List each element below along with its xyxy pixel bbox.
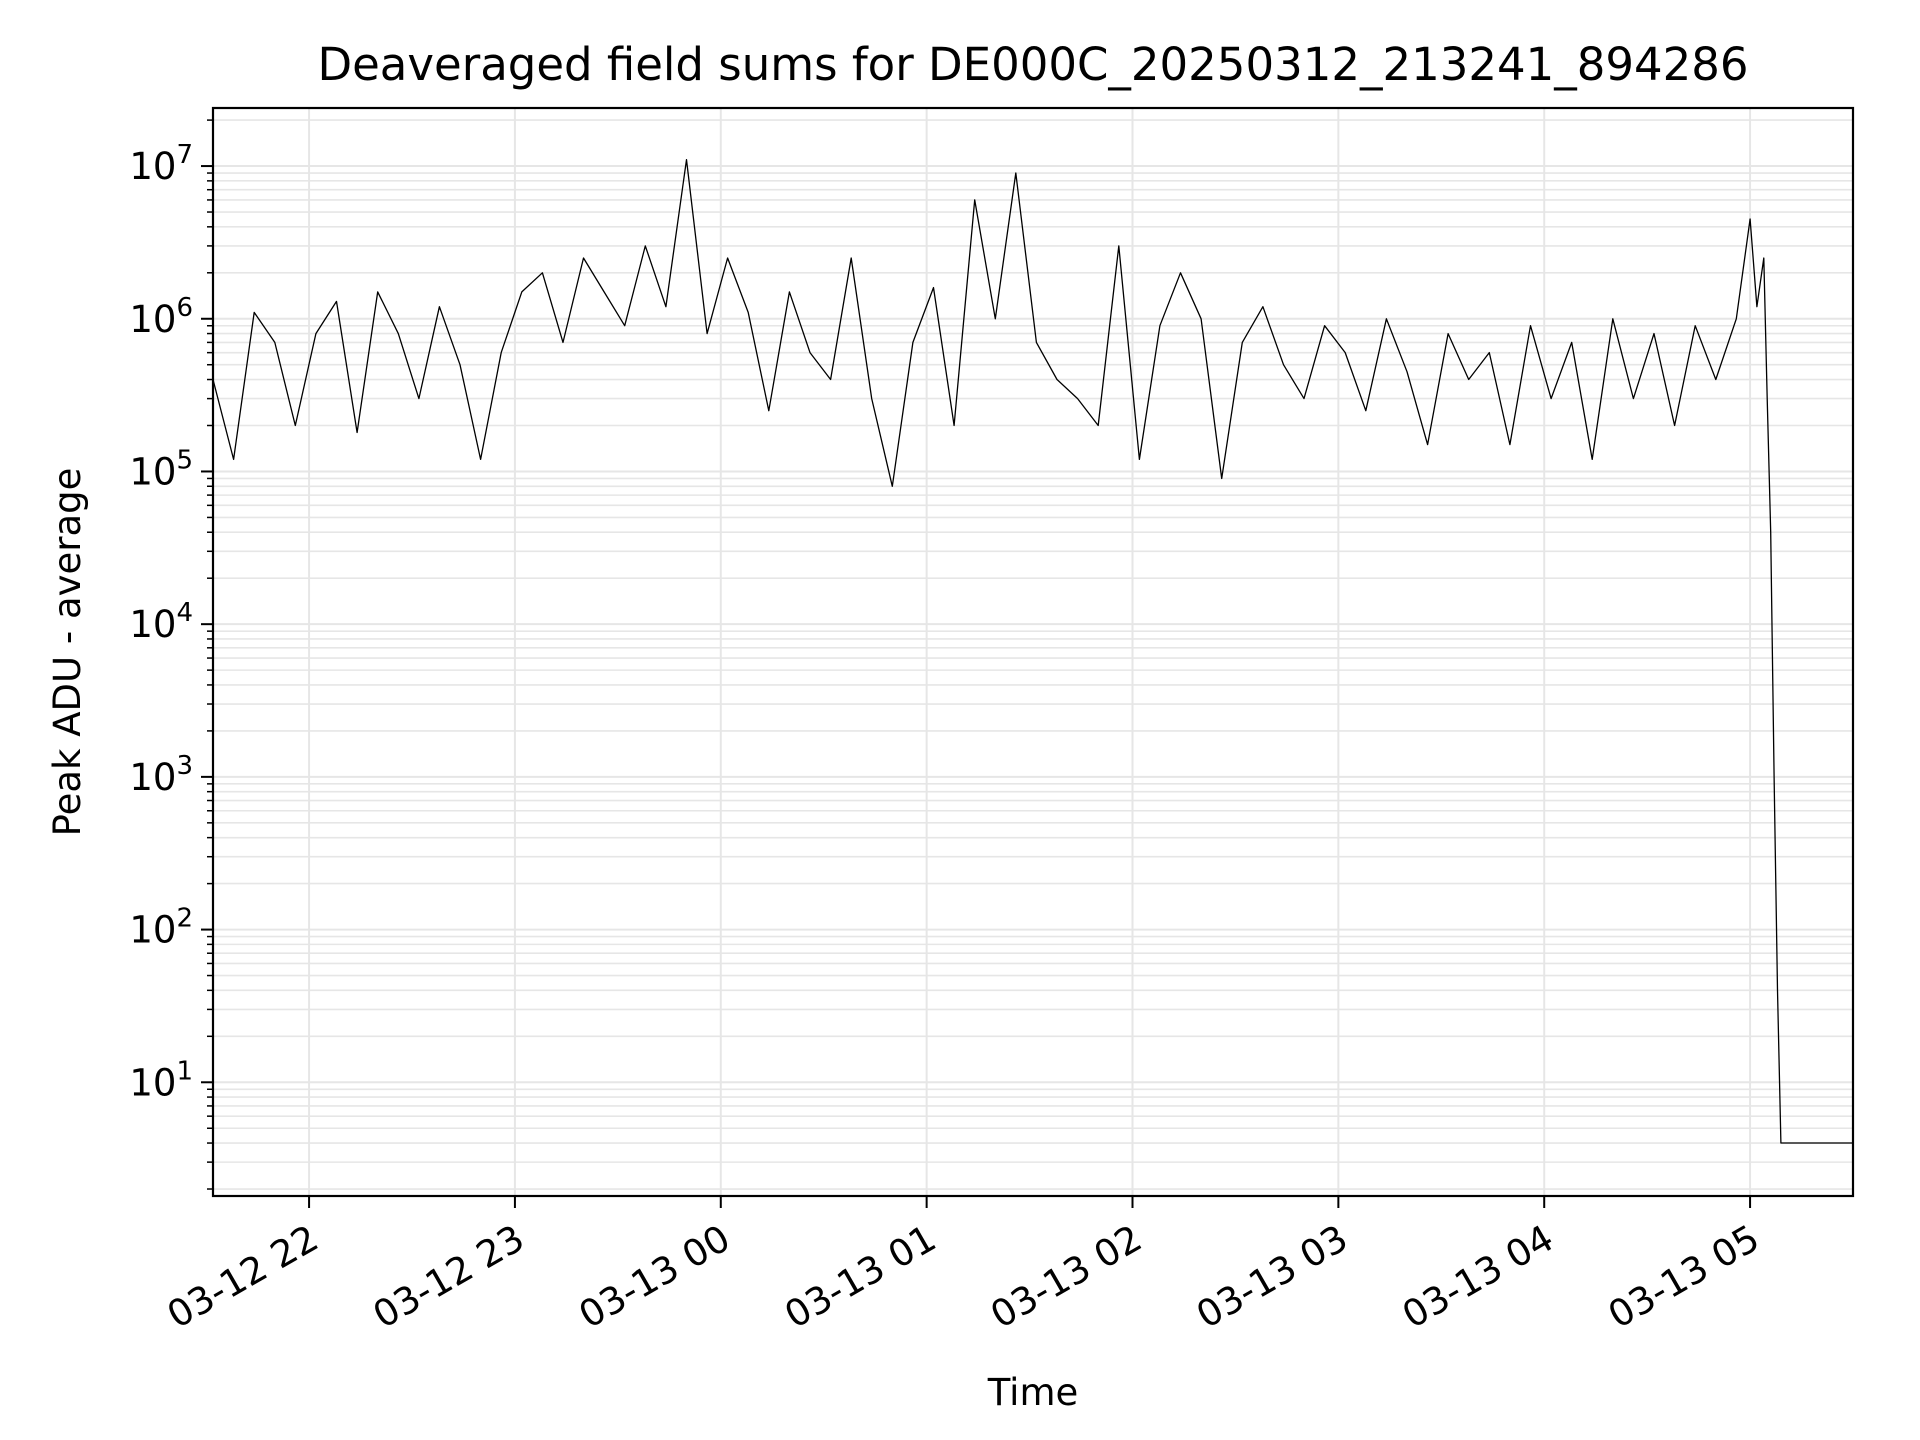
y-tick-exponent: 1 xyxy=(176,1056,193,1086)
x-tick-label: 03-13 04 xyxy=(1395,1217,1561,1337)
y-tick-exponent: 3 xyxy=(176,751,193,781)
y-tick-label: 107 xyxy=(129,140,193,188)
y-tick-base: 10 xyxy=(129,1061,176,1104)
x-tick-label: 03-13 01 xyxy=(778,1217,944,1337)
x-tick-label: 03-12 22 xyxy=(160,1217,326,1337)
y-tick-base: 10 xyxy=(129,145,176,188)
y-tick-exponent: 7 xyxy=(176,140,193,170)
y-tick-label: 106 xyxy=(129,293,193,341)
y-tick-exponent: 5 xyxy=(176,445,193,475)
y-axis-label: Peak ADU - average xyxy=(46,468,89,837)
grid-lines xyxy=(213,108,1853,1196)
y-tick-base: 10 xyxy=(129,756,176,799)
x-tick-label: 03-12 23 xyxy=(366,1217,532,1337)
x-tick-label: 03-13 00 xyxy=(572,1217,738,1337)
x-tick-label: 03-13 05 xyxy=(1601,1217,1767,1337)
y-tick-exponent: 4 xyxy=(176,598,193,628)
y-tick-base: 10 xyxy=(129,298,176,341)
x-tick-label: 03-13 03 xyxy=(1189,1217,1355,1337)
plot-frame xyxy=(211,106,1855,1198)
y-tick-base: 10 xyxy=(129,603,176,646)
y-tick-label: 102 xyxy=(129,904,193,952)
series-line xyxy=(212,159,1853,1144)
x-axis-ticks: 03-12 22 03-12 23 03-13 00 03-13 01 03-13 02… xyxy=(160,1196,1767,1337)
x-tick-label: 03-13 02 xyxy=(983,1217,1149,1337)
x-axis-label: Time xyxy=(987,1371,1079,1414)
y-tick-exponent: 6 xyxy=(176,293,193,323)
y-tick-label: 101 xyxy=(129,1056,193,1104)
y-tick-label: 105 xyxy=(129,445,193,493)
y-tick-label: 104 xyxy=(129,598,193,646)
y-tick-base: 10 xyxy=(129,450,176,493)
y-tick-base: 10 xyxy=(129,909,176,952)
chart-title: Deaveraged field sums for DE000C_2025031… xyxy=(317,38,1748,91)
y-tick-exponent: 2 xyxy=(176,904,193,934)
y-tick-label: 103 xyxy=(129,751,193,799)
